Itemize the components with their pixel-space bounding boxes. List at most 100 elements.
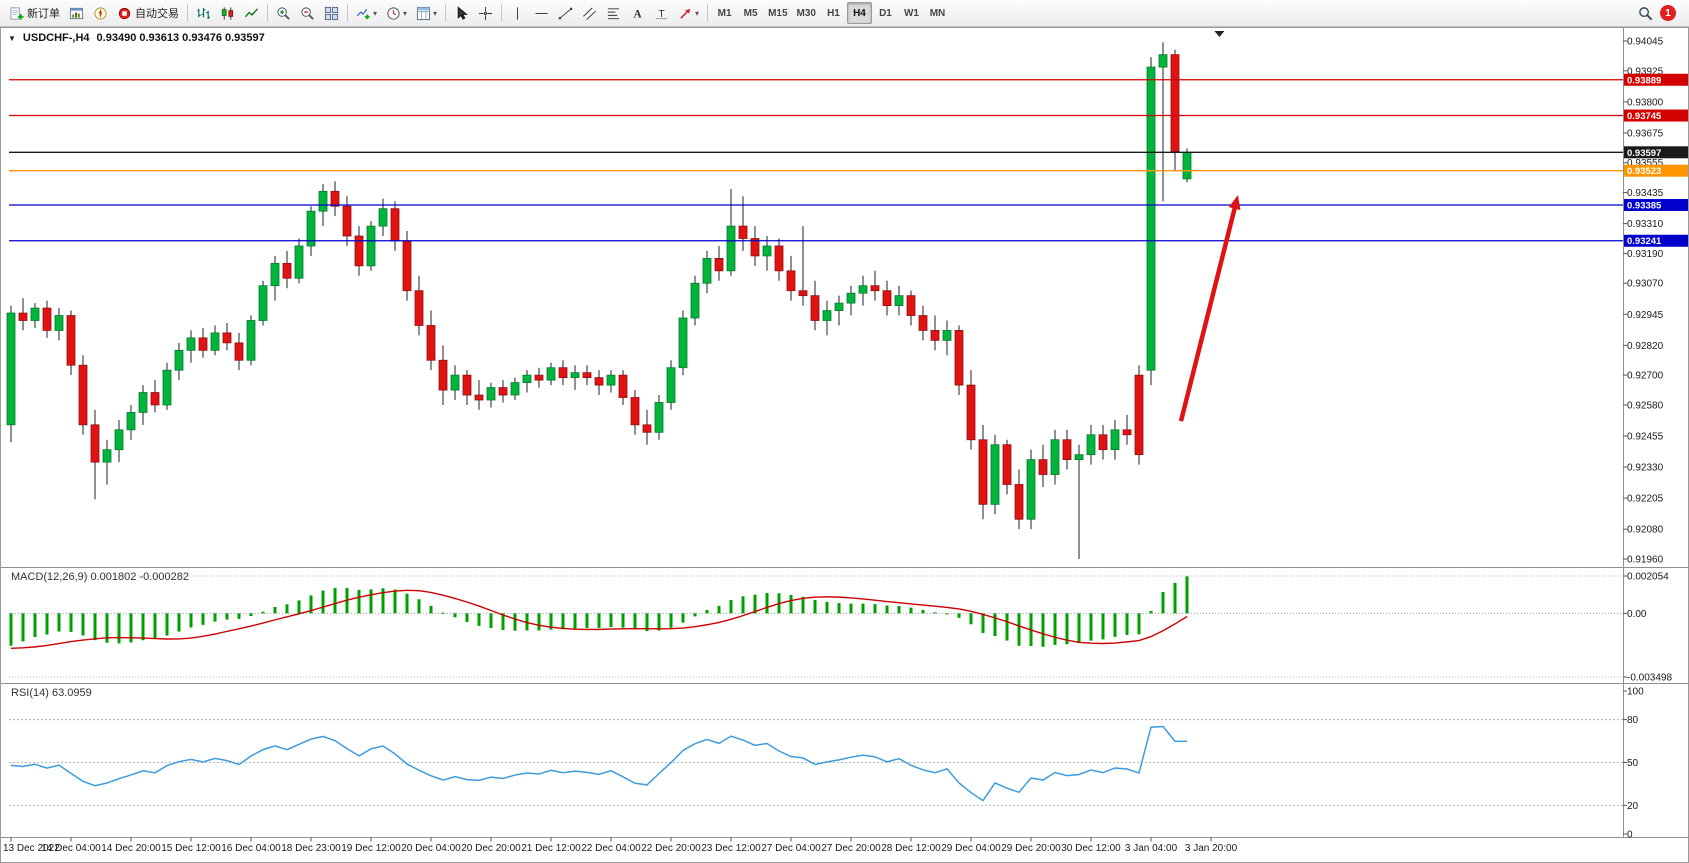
svg-text:27 Dec 04:00: 27 Dec 04:00 (761, 843, 821, 854)
svg-text:0.91960: 0.91960 (1627, 555, 1664, 566)
svg-text:30 Dec 12:00: 30 Dec 12:00 (1061, 843, 1121, 854)
new-order-button[interactable]: 新订单 (5, 2, 64, 24)
ohlc-values: 0.93490 0.93613 0.93476 0.93597 (96, 32, 265, 44)
svg-text:0.93889: 0.93889 (1627, 75, 1661, 86)
one-click-trading-toggle[interactable]: ▼ (8, 33, 16, 43)
symbol-period: USDCHF-,H4 (22, 32, 90, 44)
chart-title: ▼ USDCHF-,H4 0.93490 0.93613 0.93476 0.9… (8, 32, 265, 44)
cursor-button[interactable] (450, 2, 473, 24)
svg-text:3 Jan 20:00: 3 Jan 20:00 (1185, 843, 1238, 854)
templates-button[interactable]: ▾ (412, 2, 441, 24)
search-icon (1638, 6, 1653, 21)
timeframe-h4-button[interactable]: H4 (846, 2, 872, 24)
bar-chart-icon (196, 6, 211, 21)
timeframe-h1-button[interactable]: H1 (827, 7, 840, 19)
svg-text:80: 80 (1627, 715, 1639, 726)
svg-text:22 Dec 04:00: 22 Dec 04:00 (581, 843, 641, 854)
vertical-line-button[interactable] (506, 2, 529, 24)
chart-window: 0.94045 0.93925 0.93800 0.93675 0.93555 0.934… (0, 27, 1689, 863)
timeframe-mn-button[interactable]: MN (929, 7, 946, 19)
toolbar-separator (707, 4, 709, 22)
fibonacci-button[interactable] (602, 2, 625, 24)
svg-text:0.93523: 0.93523 (1627, 166, 1661, 177)
zoom-out-icon (300, 6, 315, 21)
svg-text:100: 100 (1627, 687, 1644, 698)
svg-text:0.92455: 0.92455 (1627, 432, 1664, 443)
svg-text:13 Dec 2022: 13 Dec 2022 (3, 843, 60, 854)
svg-text:0.92330: 0.92330 (1627, 463, 1664, 474)
indicators-button[interactable]: ▾ (352, 2, 381, 24)
charts-button[interactable] (65, 2, 88, 24)
candlestick-button[interactable] (216, 2, 239, 24)
svg-text:0.92945: 0.92945 (1627, 310, 1664, 321)
toolbar-separator (445, 4, 447, 22)
dropdown-caret-icon: ▾ (695, 8, 700, 18)
horizontal-line-button[interactable] (530, 2, 553, 24)
text-icon: A (630, 6, 645, 21)
crosshair-button[interactable] (474, 2, 497, 24)
svg-text:0.92080: 0.92080 (1627, 525, 1664, 536)
tile-windows-icon (324, 6, 339, 21)
dropdown-caret-icon: ▾ (373, 8, 378, 18)
horizontal-line-objects[interactable]: 0.93889 0.93745 0.93597 0.93523 0.93385 0.932… (9, 73, 1688, 247)
chart-shift-marker[interactable] (1214, 31, 1225, 37)
arrows-button[interactable]: ▾ (674, 2, 703, 24)
timeframe-w1-button[interactable]: W1 (903, 7, 919, 19)
macd-histogram (9, 576, 1189, 647)
svg-text:3 Jan 04:00: 3 Jan 04:00 (1125, 843, 1178, 854)
navigator-button[interactable] (89, 2, 112, 24)
svg-text:0.94045: 0.94045 (1627, 37, 1664, 48)
timeframe-m1-button[interactable]: M1 (717, 7, 732, 19)
svg-text:19 Dec 12:00: 19 Dec 12:00 (341, 843, 401, 854)
text-button[interactable]: A (626, 2, 649, 24)
trendline-button[interactable] (554, 2, 577, 24)
toolbar-separator (187, 4, 188, 22)
svg-text:14 Dec 20:00: 14 Dec 20:00 (101, 843, 161, 854)
search-button[interactable] (1634, 2, 1657, 24)
autotrading-button[interactable]: 自动交易 (113, 2, 183, 24)
price-axis: 0.94045 0.93925 0.93800 0.93675 0.93555 0.934… (1623, 37, 1664, 566)
periods-button[interactable]: ▾ (382, 2, 411, 24)
line-chart-button[interactable] (240, 2, 263, 24)
timeframe-m5-button[interactable]: M5 (743, 7, 758, 19)
toolbar-separator (347, 4, 348, 22)
svg-text:0.00: 0.00 (1627, 609, 1647, 620)
zoom-in-icon (276, 6, 291, 21)
bar-chart-button[interactable] (192, 2, 215, 24)
svg-text:50: 50 (1627, 758, 1639, 769)
svg-text:0.93241: 0.93241 (1627, 236, 1662, 247)
cursor-icon (454, 5, 469, 21)
fibo-icon (606, 6, 621, 21)
channel-icon (582, 6, 597, 21)
channel-button[interactable] (578, 2, 601, 24)
svg-text:20 Dec 20:00: 20 Dec 20:00 (461, 843, 521, 854)
zoom-out-button[interactable] (296, 2, 319, 24)
timeframe-m30-button[interactable]: M30 (796, 7, 816, 19)
label-button[interactable]: T (650, 2, 673, 24)
navigator-icon (93, 6, 108, 21)
svg-text:0: 0 (1627, 830, 1633, 841)
rsi-line (10, 725, 1188, 802)
timeframe-d1-button[interactable]: D1 (879, 7, 892, 19)
chart-canvas[interactable]: 0.94045 0.93925 0.93800 0.93675 0.93555 0.934… (1, 28, 1689, 863)
svg-text:0.002054: 0.002054 (1627, 572, 1669, 583)
trend-arrow-annotation[interactable] (1178, 195, 1241, 422)
timeframe-m15-button[interactable]: M15 (768, 7, 788, 19)
svg-text:0.93555: 0.93555 (1627, 158, 1664, 169)
tile-windows-button[interactable] (320, 2, 343, 24)
svg-text:14 Dec 04:00: 14 Dec 04:00 (41, 843, 101, 854)
notification-badge[interactable]: 1 (1660, 5, 1676, 21)
autotrading-button-label: 自动交易 (135, 8, 179, 20)
svg-text:0.92205: 0.92205 (1627, 494, 1664, 505)
svg-text:0.93597: 0.93597 (1627, 148, 1661, 159)
svg-text:0.92700: 0.92700 (1627, 371, 1664, 382)
toolbar-separator (501, 4, 503, 22)
new-order-button-label: 新订单 (27, 8, 60, 20)
svg-text:29 Dec 04:00: 29 Dec 04:00 (941, 843, 1001, 854)
autotrading-icon (117, 6, 132, 21)
periods-icon (386, 6, 401, 21)
toolbar: 新订单 自动交易 ▾ ▾ ▾ A T ▾ M1 M5 M15 M30 H1 H4 D1 W1 MN 1 (0, 0, 1689, 27)
zoom-in-button[interactable] (272, 2, 295, 24)
svg-text:23 Dec 12:00: 23 Dec 12:00 (701, 843, 761, 854)
